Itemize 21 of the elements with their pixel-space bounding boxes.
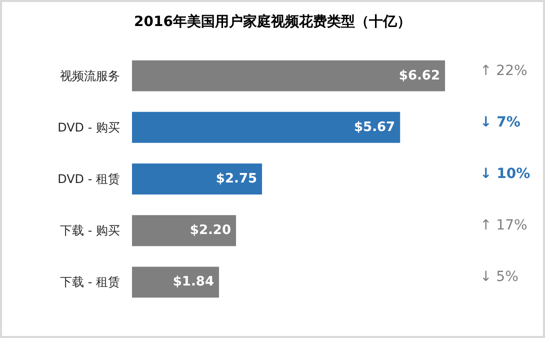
data-label: $6.62 [398,68,440,84]
text: ↓ 10% [480,166,530,182]
bar [132,215,236,246]
y-tick-label: DVD - 购买 [58,120,120,134]
y-tick-label: DVD - 租赁 [58,172,120,186]
bar [132,60,446,92]
bar [132,164,262,194]
y-tick-label: 视频流服务 [60,68,120,83]
text: ↑ 22% [480,62,528,79]
data-label: $2.75 [216,172,258,186]
text: ↑ 17% [480,218,528,234]
data-label: $2.20 [190,223,232,238]
bar [132,112,400,143]
data-label: $5.67 [354,120,396,135]
chart-title: 2016年美国用户家庭视频花费类型（十亿） [134,13,411,30]
text: ↓ 7% [480,114,520,130]
text: ↓ 5% [480,269,518,286]
y-tick-label: 下载 - 租赁 [60,275,120,290]
bar [132,266,220,298]
y-tick-label: 下载 - 购买 [60,224,120,238]
data-label: $1.84 [172,274,214,290]
